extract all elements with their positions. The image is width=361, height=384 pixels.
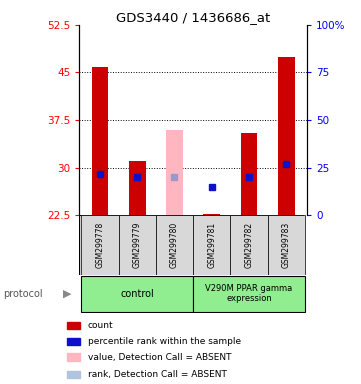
Bar: [92, 68, 108, 215]
Bar: [67, 353, 80, 361]
Text: value, Detection Call = ABSENT: value, Detection Call = ABSENT: [88, 353, 231, 361]
Text: GSM299778: GSM299778: [95, 222, 104, 268]
Bar: [203, 214, 220, 215]
Text: GSM299781: GSM299781: [207, 222, 216, 268]
Bar: [230, 215, 268, 275]
Text: count: count: [88, 321, 113, 330]
Bar: [67, 371, 80, 377]
Bar: [193, 276, 305, 312]
Bar: [268, 215, 305, 275]
Text: rank, Detection Call = ABSENT: rank, Detection Call = ABSENT: [88, 369, 227, 379]
Text: GSM299779: GSM299779: [133, 222, 142, 268]
Bar: [129, 161, 145, 215]
Text: GSM299783: GSM299783: [282, 222, 291, 268]
Text: percentile rank within the sample: percentile rank within the sample: [88, 337, 241, 346]
Bar: [118, 215, 156, 275]
Bar: [193, 215, 230, 275]
Bar: [278, 56, 295, 215]
Text: control: control: [120, 289, 154, 299]
Text: GSM299780: GSM299780: [170, 222, 179, 268]
Bar: [81, 276, 193, 312]
Text: ▶: ▶: [62, 289, 71, 299]
Bar: [241, 132, 257, 215]
Bar: [81, 215, 118, 275]
Bar: [166, 129, 183, 215]
Text: GSM299782: GSM299782: [244, 222, 253, 268]
Text: protocol: protocol: [4, 289, 43, 299]
Text: V290M PPAR gamma
expression: V290M PPAR gamma expression: [205, 284, 293, 303]
Bar: [67, 322, 80, 329]
Title: GDS3440 / 1436686_at: GDS3440 / 1436686_at: [116, 11, 270, 24]
Bar: [67, 338, 80, 345]
Bar: [156, 215, 193, 275]
